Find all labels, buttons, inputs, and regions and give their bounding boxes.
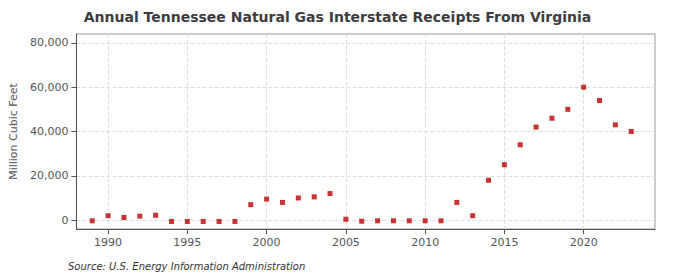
svg-text:Million Cubic Feet: Million Cubic Feet xyxy=(7,82,20,179)
svg-text:1990: 1990 xyxy=(94,236,122,249)
svg-text:40,000: 40,000 xyxy=(30,125,69,138)
svg-text:2010: 2010 xyxy=(411,236,439,249)
svg-text:2005: 2005 xyxy=(332,236,360,249)
svg-text:80,000: 80,000 xyxy=(30,36,69,49)
svg-text:2000: 2000 xyxy=(253,236,281,249)
svg-text:2020: 2020 xyxy=(570,236,598,249)
svg-text:2015: 2015 xyxy=(490,236,518,249)
svg-text:0: 0 xyxy=(61,214,68,227)
svg-text:20,000: 20,000 xyxy=(30,169,69,182)
svg-text:1995: 1995 xyxy=(173,236,201,249)
svg-text:Annual Tennessee Natural Gas I: Annual Tennessee Natural Gas Interstate … xyxy=(84,9,592,25)
svg-text:Source: U.S. Energy Informatio: Source: U.S. Energy Information Administ… xyxy=(68,261,305,272)
svg-text:60,000: 60,000 xyxy=(30,81,69,94)
